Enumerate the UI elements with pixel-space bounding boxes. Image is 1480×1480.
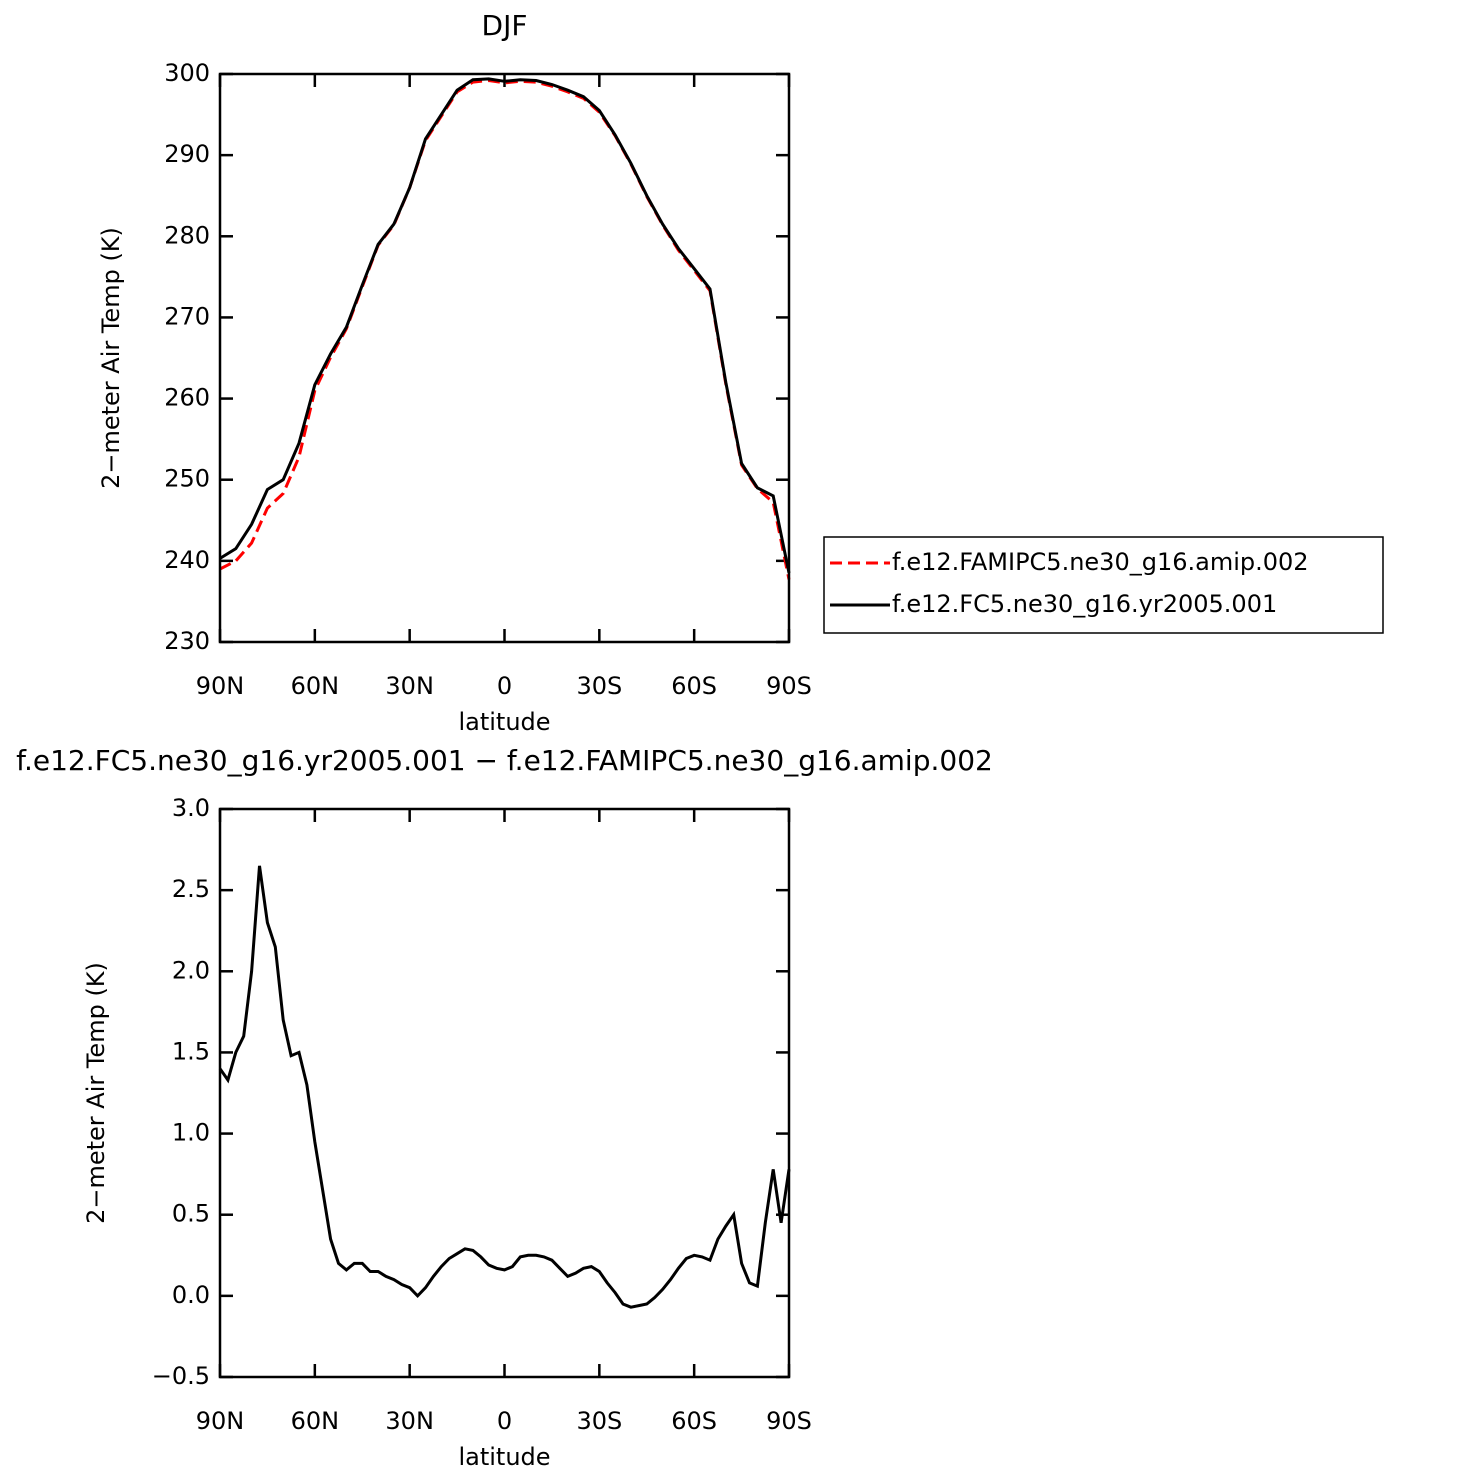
- x-tick-label: 90N: [196, 672, 245, 700]
- y-tick-label: 1.0: [172, 1119, 210, 1147]
- y-axis-label: 2−meter Air Temp (K): [97, 227, 125, 489]
- x-tick-label: 60N: [291, 672, 340, 700]
- y-tick-label: −0.5: [152, 1362, 210, 1390]
- x-tick-label: 30N: [385, 672, 434, 700]
- x-tick-label: 60S: [671, 1407, 717, 1435]
- y-tick-label: 270: [164, 302, 210, 330]
- y-tick-label: 3.0: [172, 794, 210, 822]
- x-tick-label: 60N: [291, 1407, 340, 1435]
- x-tick-label: 30N: [385, 1407, 434, 1435]
- legend-label: f.e12.FAMIPC5.ne30_g16.amip.002: [892, 548, 1309, 576]
- y-tick-label: 300: [164, 59, 210, 87]
- x-axis-label: latitude: [458, 708, 550, 736]
- y-tick-label: 230: [164, 627, 210, 655]
- plot-frame: [218, 807, 791, 1379]
- y-tick-label: 0.5: [172, 1200, 210, 1228]
- y-axis-label: 2−meter Air Temp (K): [82, 962, 110, 1224]
- x-tick-label: 90S: [766, 672, 812, 700]
- chart-title: DJF: [482, 9, 528, 42]
- data-line: [218, 865, 791, 1309]
- x-tick-label: 30S: [576, 672, 622, 700]
- x-tick-label: 90S: [766, 1407, 812, 1435]
- y-tick-label: 260: [164, 384, 210, 412]
- y-tick-label: 280: [164, 221, 210, 249]
- plot-frame: [218, 72, 791, 644]
- x-tick-label: 30S: [576, 1407, 622, 1435]
- legend-box: [823, 536, 1384, 634]
- y-tick-label: 240: [164, 546, 210, 574]
- x-axis-label: latitude: [458, 1443, 550, 1471]
- x-tick-label: 60S: [671, 672, 717, 700]
- y-tick-label: 0.0: [172, 1281, 210, 1309]
- y-tick-label: 250: [164, 465, 210, 493]
- data-line: [219, 78, 791, 580]
- x-tick-label: 0: [497, 1407, 512, 1435]
- legend-label: f.e12.FC5.ne30_g16.yr2005.001: [892, 590, 1277, 618]
- y-tick-label: 2.0: [172, 956, 210, 984]
- x-tick-label: 0: [497, 672, 512, 700]
- y-tick-label: 290: [164, 140, 210, 168]
- y-tick-label: 1.5: [172, 1037, 210, 1065]
- chart-title: f.e12.FC5.ne30_g16.yr2005.001 − f.e12.FA…: [16, 744, 993, 777]
- data-line: [219, 77, 791, 574]
- y-tick-label: 2.5: [172, 875, 210, 903]
- x-tick-label: 90N: [196, 1407, 245, 1435]
